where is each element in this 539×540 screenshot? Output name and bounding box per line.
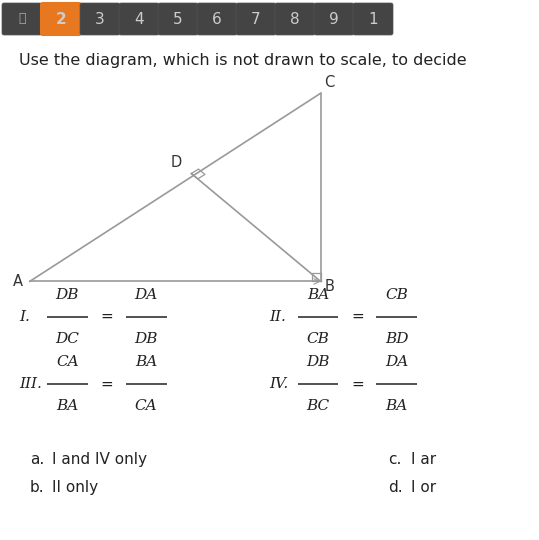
Text: I ar: I ar <box>411 452 436 467</box>
Text: II.: II. <box>270 309 286 323</box>
Text: C: C <box>324 75 335 90</box>
Text: DA: DA <box>385 355 409 369</box>
Text: b.: b. <box>30 480 44 495</box>
FancyBboxPatch shape <box>119 3 159 35</box>
Text: 8: 8 <box>290 11 300 26</box>
FancyBboxPatch shape <box>41 3 81 35</box>
Text: 3: 3 <box>95 11 105 26</box>
Text: 5: 5 <box>173 11 183 26</box>
Text: BA: BA <box>56 400 79 414</box>
Text: BD: BD <box>385 332 409 346</box>
Text: 1: 1 <box>368 11 378 26</box>
Text: =: = <box>351 377 364 392</box>
Text: CB: CB <box>307 332 329 346</box>
Text: =: = <box>100 377 113 392</box>
Text: A: A <box>12 274 23 289</box>
Text: DC: DC <box>56 332 79 346</box>
Text: I and IV only: I and IV only <box>52 452 147 467</box>
Text: DB: DB <box>56 287 79 301</box>
Text: BA: BA <box>307 287 329 301</box>
Text: BA: BA <box>135 355 157 369</box>
Text: 7: 7 <box>251 11 261 26</box>
Text: II only: II only <box>52 480 99 495</box>
Text: BC: BC <box>307 400 329 414</box>
Text: DB: DB <box>306 355 330 369</box>
Text: 9: 9 <box>329 11 339 26</box>
Text: DA: DA <box>134 287 158 301</box>
Text: III.: III. <box>19 377 42 392</box>
Text: a.: a. <box>30 452 44 467</box>
Text: Use the diagram, which is not drawn to scale, to decide: Use the diagram, which is not drawn to s… <box>19 53 466 68</box>
Text: I.: I. <box>19 309 30 323</box>
Text: 6: 6 <box>212 11 222 26</box>
Text: D: D <box>171 155 182 170</box>
Text: BA: BA <box>385 400 408 414</box>
Text: =: = <box>351 309 364 324</box>
Text: 4: 4 <box>134 11 144 26</box>
Text: CB: CB <box>385 287 408 301</box>
FancyBboxPatch shape <box>2 3 42 35</box>
FancyBboxPatch shape <box>353 3 393 35</box>
Text: IV.: IV. <box>270 377 289 392</box>
Text: DB: DB <box>134 332 158 346</box>
FancyBboxPatch shape <box>314 3 354 35</box>
Text: 🔒: 🔒 <box>18 12 26 25</box>
FancyBboxPatch shape <box>158 3 198 35</box>
Text: B: B <box>324 279 334 294</box>
Text: I or: I or <box>411 480 436 495</box>
FancyBboxPatch shape <box>275 3 315 35</box>
Text: =: = <box>100 309 113 324</box>
FancyBboxPatch shape <box>80 3 120 35</box>
FancyBboxPatch shape <box>236 3 276 35</box>
FancyBboxPatch shape <box>197 3 237 35</box>
Text: CA: CA <box>56 355 79 369</box>
Text: c.: c. <box>388 452 402 467</box>
Text: 2: 2 <box>56 11 66 26</box>
Text: CA: CA <box>135 400 157 414</box>
Text: d.: d. <box>388 480 403 495</box>
